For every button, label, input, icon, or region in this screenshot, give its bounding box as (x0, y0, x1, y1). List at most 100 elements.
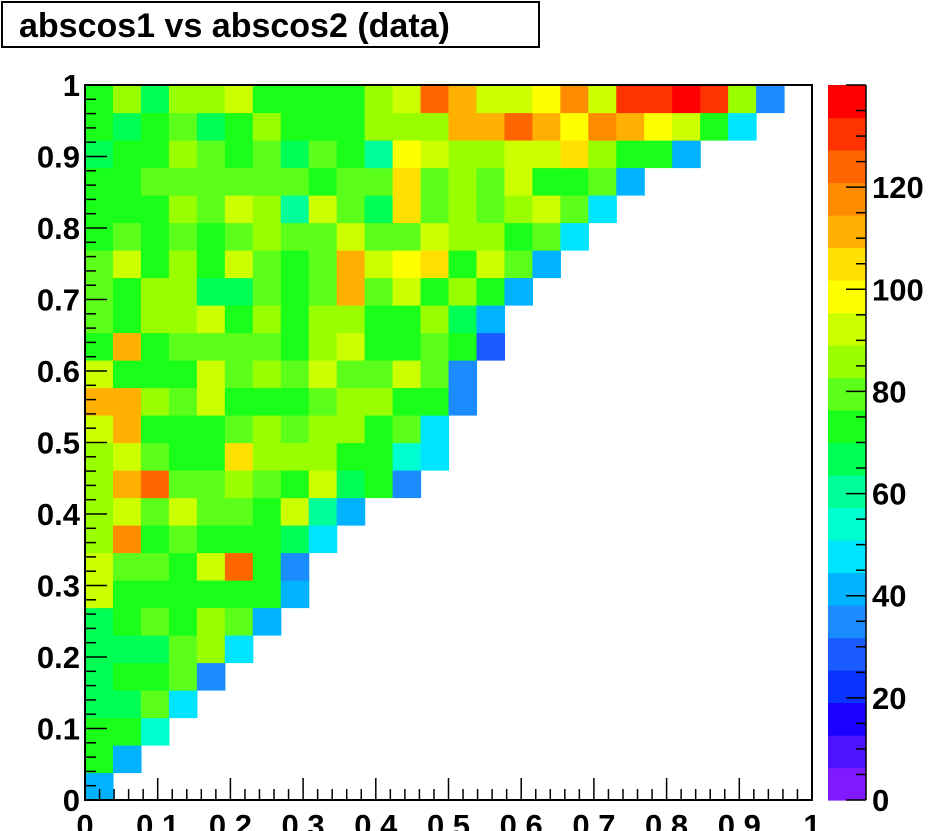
heatmap-cell (448, 167, 478, 196)
heatmap-cell (448, 305, 478, 334)
heatmap-cell (168, 470, 198, 499)
heatmap-cell (224, 277, 254, 306)
heatmap-cell (85, 525, 114, 554)
heatmap-cell (672, 140, 701, 169)
heatmap-cell (532, 112, 561, 141)
heatmap-cell (85, 662, 114, 691)
heatmap-cell (168, 112, 198, 141)
heatmap-cell (224, 85, 254, 114)
heatmap-cell (308, 525, 338, 554)
heatmap-cell (364, 112, 394, 141)
heatmap-cell (476, 85, 506, 114)
heatmap-cell (168, 250, 198, 279)
x-tick-label: 1 (803, 808, 820, 831)
heatmap-cell (420, 140, 450, 169)
heatmap-cell (336, 415, 366, 444)
heatmap-cell (336, 167, 366, 196)
heatmap-cell (112, 387, 142, 416)
color-scale-swatch (828, 572, 866, 606)
heatmap-cell (420, 277, 450, 306)
heatmap-cell (588, 140, 617, 169)
heatmap-cell (420, 387, 450, 416)
heatmap-cell (224, 332, 254, 361)
heatmap-cell (476, 195, 506, 224)
heatmap-cell (85, 360, 114, 389)
heatmap-cell (252, 442, 282, 471)
y-tick-label: 0.5 (37, 426, 80, 461)
heatmap-cell (364, 442, 394, 471)
heatmap-cell (168, 332, 198, 361)
heatmap-cell (224, 140, 254, 169)
color-scale-swatch (828, 117, 866, 151)
heatmap-cell (224, 525, 254, 554)
heatmap-cell (420, 250, 450, 279)
heatmap-cell (140, 305, 170, 334)
color-scale-label: 60 (872, 477, 906, 512)
heatmap-cell (168, 360, 198, 389)
heatmap-cell (280, 497, 310, 526)
heatmap-cells (85, 85, 785, 801)
heatmap-cell (420, 415, 450, 444)
heatmap-cell (532, 167, 561, 196)
heatmap-cell (448, 387, 478, 416)
heatmap-cell (252, 250, 282, 279)
color-scale-swatch (828, 377, 866, 411)
heatmap-cell (448, 250, 478, 279)
heatmap-cell (252, 580, 282, 609)
y-tick-label: 1 (63, 68, 80, 103)
heatmap-cell (112, 662, 142, 691)
heatmap-cell (112, 470, 142, 499)
heatmap-cell (588, 85, 617, 114)
x-tick-labels: 0 0.1 0.2 0.3 0.4 0.5 0.6 0.7 0.8 0.9 1 (76, 808, 820, 831)
heatmap-cell (336, 140, 366, 169)
x-tick-label: 0.2 (209, 808, 252, 831)
heatmap-cell (85, 167, 114, 196)
heatmap-cell (308, 415, 338, 444)
heatmap-cell (224, 360, 254, 389)
heatmap-cell (196, 387, 226, 416)
heatmap-cell (196, 360, 226, 389)
heatmap-cell (308, 222, 338, 251)
color-scale-swatch (828, 475, 866, 509)
heatmap-cell (112, 305, 142, 334)
heatmap-cell (476, 305, 506, 334)
heatmap-cell (336, 277, 366, 306)
heatmap-cell (448, 360, 478, 389)
heatmap-cell (85, 250, 114, 279)
x-tick-label: 0.6 (500, 808, 543, 831)
heatmap-cell (616, 167, 645, 196)
heatmap-cell (252, 497, 282, 526)
heatmap-cell (196, 140, 226, 169)
heatmap-cell (140, 497, 170, 526)
heatmap-cell (532, 195, 561, 224)
heatmap-cell (196, 415, 226, 444)
heatmap-cell (588, 112, 617, 141)
heatmap-cell (420, 167, 450, 196)
heatmap-cell (252, 167, 282, 196)
heatmap-cell (308, 332, 338, 361)
heatmap-cell (504, 85, 533, 114)
heatmap-cell (392, 305, 422, 334)
color-scale-swatch (828, 442, 866, 476)
heatmap-cell (308, 277, 338, 306)
y-tick-label: 0.4 (37, 497, 81, 532)
heatmap-cell (85, 277, 114, 306)
heatmap-cell (616, 140, 645, 169)
heatmap-cell (224, 250, 254, 279)
color-scale-swatch (828, 410, 866, 444)
heatmap-cell (476, 167, 506, 196)
heatmap-cell (700, 112, 729, 141)
heatmap-cell (504, 167, 533, 196)
color-scale-swatch (828, 280, 866, 314)
heatmap-cell (560, 140, 589, 169)
heatmap-cell (85, 332, 114, 361)
heatmap-cell (196, 85, 226, 114)
heatmap-cell (392, 112, 422, 141)
heatmap-cell (196, 552, 226, 581)
heatmap-cell (336, 332, 366, 361)
heatmap-cell (504, 195, 533, 224)
heatmap-cell (85, 607, 114, 636)
heatmap-cell (112, 745, 142, 774)
heatmap-cell (392, 277, 422, 306)
color-scale-swatch (828, 637, 866, 671)
